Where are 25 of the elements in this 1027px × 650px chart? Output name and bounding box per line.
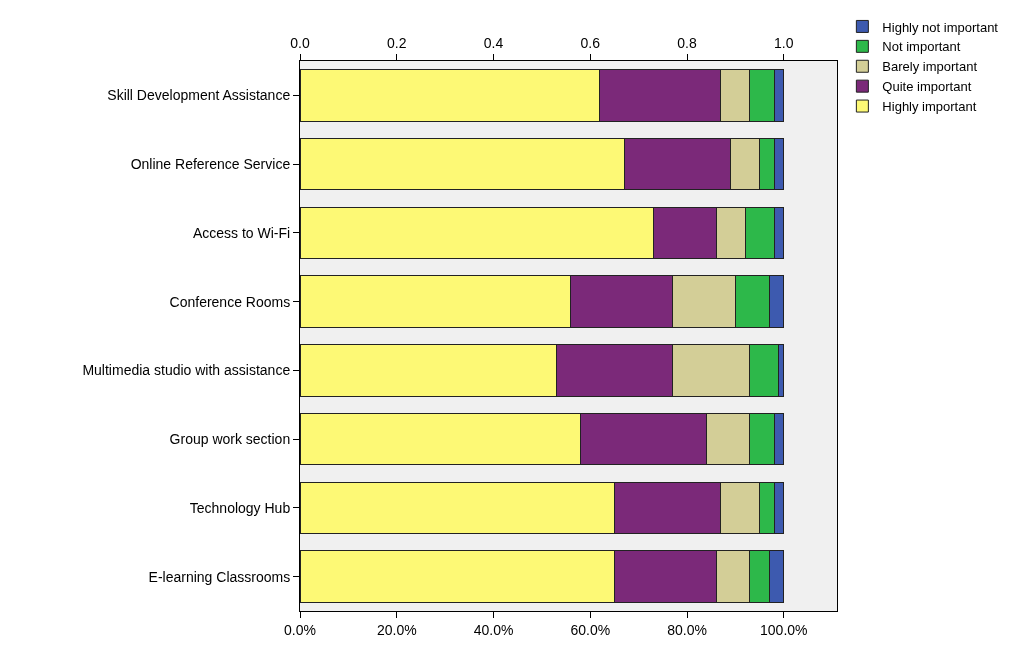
y-tick-label: Conference Rooms	[169, 293, 291, 310]
x-tick-label: 0.0%	[284, 621, 316, 638]
legend-label: Highly important	[882, 99, 977, 115]
x2-tick-label: 0.0	[290, 35, 310, 52]
y-tick-label: E-learning Classrooms	[148, 568, 291, 585]
x2-tick-label: 0.2	[387, 35, 407, 52]
x-tick-label: 60.0%	[570, 621, 611, 638]
y-tick-label: Group work section	[169, 431, 291, 448]
x-tick-label: 100.0%	[760, 621, 808, 638]
x2-tick-label: 0.8	[677, 35, 697, 52]
y-tick-label: Skill Development Assistance	[107, 87, 291, 104]
legend-label: Barely important	[882, 59, 978, 75]
legend-label: Not important	[882, 39, 961, 55]
y-tick-label: Multimedia studio with assistance	[82, 362, 291, 379]
x2-tick-label: 0.4	[483, 35, 504, 52]
x-tick-label: 20.0%	[376, 621, 417, 638]
x-tick-label: 80.0%	[667, 621, 707, 638]
x2-tick-label: 0.6	[580, 35, 601, 52]
y-tick-label: Technology Hub	[189, 499, 291, 516]
y-tick-label: Online Reference Service	[130, 156, 291, 173]
legend-label: Quite important	[882, 79, 972, 95]
legend-label: Highly not important	[882, 19, 999, 35]
y-tick-label: Access to Wi-Fi	[192, 224, 291, 241]
x2-tick-label: 1.0	[774, 35, 794, 52]
x-tick-label: 40.0%	[473, 621, 514, 638]
